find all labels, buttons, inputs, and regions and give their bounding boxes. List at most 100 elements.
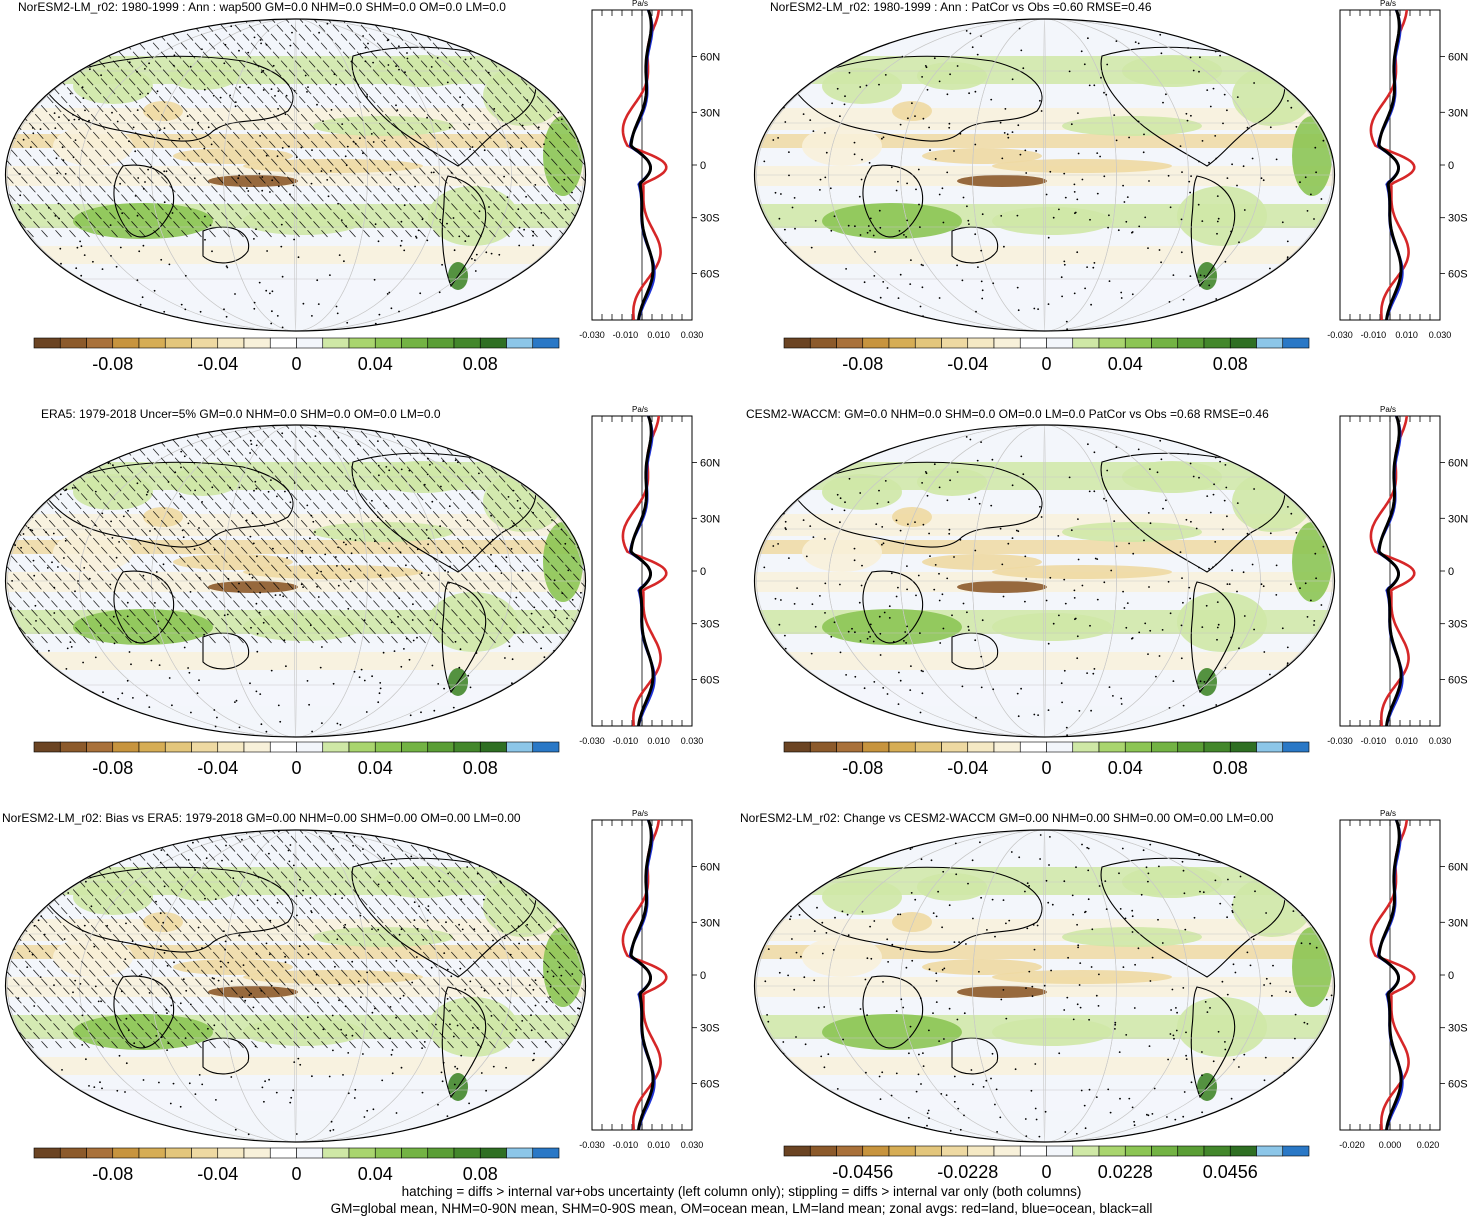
map-field [754,19,1335,331]
latitude-tick-label: 60N [1448,52,1468,64]
colorbar-swatch [479,1147,507,1159]
panel-title: NorESM2-LM_r02: Bias vs ERA5: 1979-2018 … [2,811,521,825]
colorbar-swatch [836,741,864,753]
colorbar-swatch [1256,337,1284,349]
zonal-x-tick-label: 0.030 [1429,330,1452,340]
colorbar-swatch [164,337,192,349]
panel-title: NorESM2-LM_r02: 1980-1999 : Ann : wap500… [18,0,506,14]
colorbar-swatch [348,1147,376,1159]
colorbar-swatch [401,741,429,753]
latitude-tick-label: 60S [700,1079,720,1091]
colorbar-swatch [1151,1145,1179,1157]
colorbar-swatch [967,741,995,753]
colorbar-swatch [1098,337,1126,349]
colorbar-swatch [59,741,87,753]
colorbar-swatch [862,337,890,349]
latitude-tick-label: 60S [700,675,720,687]
colorbar-tick-label: 0 [291,758,301,778]
world-map [4,18,587,332]
colorbar-swatch [1229,1145,1257,1157]
latitude-tick-label: 60N [1448,458,1468,470]
colorbar-swatch [296,337,324,349]
colorbar-swatch [783,337,811,349]
latitude-tick-label: 0 [1448,566,1454,578]
zonal-x-tick-label: 0.030 [681,736,704,746]
zonal-land-line [621,819,668,1131]
colorbar-swatch [1151,741,1179,753]
zonal-average-plot: Pa/s 60N 30N 0 30S 60S -0.030 -0.010 0.010 0.030 [579,809,720,1150]
colorbar-swatch [914,337,942,349]
zonal-land-line [1369,415,1416,727]
zonal-x-tick-label: 0.000 [1379,1140,1402,1150]
colorbar-swatch [217,1147,245,1159]
zonal-land-line [1369,819,1416,1131]
colorbar-swatch [1019,741,1047,753]
colorbar-swatch [243,1147,271,1159]
colorbar-swatch [506,1147,534,1159]
latitude-tick-label: 0 [1448,970,1454,982]
colorbar-swatch [164,741,192,753]
zonal-x-tick-label: 0.010 [647,1140,670,1150]
latitude-tick-label: 0 [700,160,706,172]
map-field [754,425,1335,737]
latitude-tick-label: 60N [700,52,720,64]
colorbar-swatch [1177,337,1205,349]
colorbar: -0.08 -0.04 0 0.04 0.08 [783,337,1310,374]
colorbar-tick-label: 0.08 [463,1164,498,1184]
world-map [753,424,1336,738]
colorbar-tick-label: 0.08 [463,758,498,778]
colorbar-swatch [269,1147,297,1159]
colorbar-tick-label: 0 [291,354,301,374]
colorbar-tick-label: -0.08 [842,354,883,374]
colorbar-swatch [993,741,1021,753]
colorbar-tick-label: -0.04 [947,354,988,374]
colorbar-tick-label: 0.08 [463,354,498,374]
latitude-tick-label: 60N [1448,862,1468,874]
zonal-x-tick-label: 0.030 [681,330,704,340]
latitude-tick-label: 60N [700,458,720,470]
colorbar-swatch [783,1145,811,1157]
latitude-tick-label: 30N [1448,513,1468,525]
zonal-x-tick-label: -0.010 [613,1140,639,1150]
colorbar-swatch [506,741,534,753]
zonal-all-line [1377,415,1403,727]
latitude-tick-label: 30N [1448,107,1468,119]
zonal-land-line [621,415,668,727]
colorbar-tick-label: -0.0228 [937,1162,998,1182]
zonal-x-tick-label: -0.030 [579,736,605,746]
colorbar-swatch [993,1145,1021,1157]
colorbar-swatch [59,337,87,349]
colorbar-tick-label: 0 [1041,758,1051,778]
world-map [753,18,1336,332]
latitude-tick-label: 30S [1448,619,1468,631]
latitude-tick-label: 60N [700,862,720,874]
zonal-x-tick-label: 0.030 [1429,736,1452,746]
colorbar-swatch [1072,741,1100,753]
zonal-all-line [1377,819,1403,1131]
colorbar-swatch [1124,741,1152,753]
colorbar-swatch [427,337,455,349]
panel-title: NorESM2-LM_r02: 1980-1999 : Ann : PatCor… [770,0,1152,14]
zonal-x-tick-label: 0.010 [647,330,670,340]
zonal-x-tick-label: -0.030 [579,330,605,340]
colorbar-swatch [322,741,350,753]
colorbar-swatch [138,741,166,753]
zonal-unit: Pa/s [632,809,648,818]
colorbar-swatch [269,337,297,349]
colorbar: -0.08 -0.04 0 0.04 0.08 [33,1147,560,1184]
colorbar-tick-label: 0.04 [358,758,393,778]
zonal-all-line [1377,9,1403,321]
world-map [753,829,1336,1143]
zonal-unit: Pa/s [1380,809,1396,818]
colorbar-swatch [374,741,402,753]
colorbar-swatch [86,337,114,349]
colorbar-swatch [427,1147,455,1159]
colorbar-tick-label: 0.04 [1108,758,1143,778]
colorbar-tick-label: -0.08 [92,758,133,778]
colorbar-swatch [1124,337,1152,349]
colorbar-swatch [86,1147,114,1159]
footer-note-means: GM=global mean, NHM=0-90N mean, SHM=0-90… [330,1201,1153,1216]
colorbar-swatch [1098,741,1126,753]
colorbar-swatch [374,337,402,349]
zonal-all-line [629,9,655,321]
